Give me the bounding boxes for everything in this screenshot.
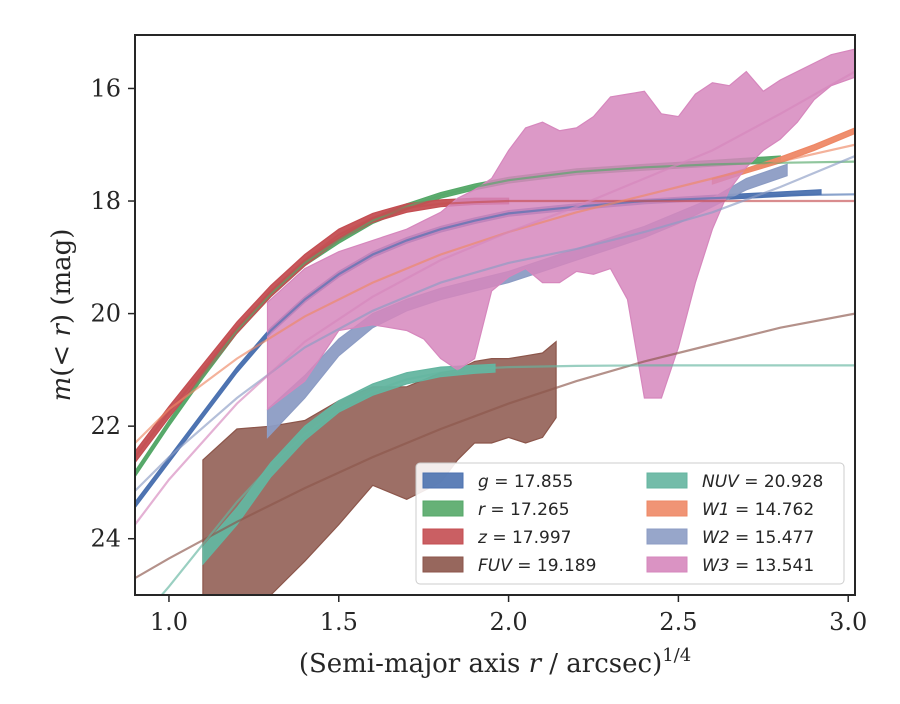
x-tick-label: 2.0	[489, 608, 527, 636]
x-axis: 1.0 1.5 2.0 2.5 3.0	[150, 595, 867, 636]
legend-swatch-g	[422, 472, 464, 489]
y-axis-label-r: r	[47, 323, 77, 337]
legend-swatch-z	[422, 528, 464, 545]
x-axis-label-main: (Semi-major axis	[299, 649, 529, 679]
band-w3	[266, 48, 855, 411]
x-tick-label: 1.0	[150, 608, 188, 636]
legend-label-z: z = 17.997	[477, 528, 571, 548]
legend-swatch-r	[422, 500, 464, 517]
y-tick-label: 16	[90, 74, 121, 102]
x-axis-label-var: r	[529, 649, 543, 679]
legend-label-r: r = 17.265	[478, 500, 570, 520]
fit-line-w2	[135, 154, 855, 492]
legend-label-nuv: NUV = 20.928	[702, 472, 823, 492]
legend-label-w2: W2 = 15.477	[702, 528, 814, 548]
x-tick-label: 1.5	[320, 608, 358, 636]
y-axis: 16 18 20 22 24	[90, 74, 135, 553]
legend-swatch-w3	[646, 556, 688, 573]
y-tick-label: 22	[90, 412, 121, 440]
x-axis-label-rest: / arcsec)	[541, 649, 662, 679]
legend-swatch-w2	[646, 528, 688, 545]
x-tick-label: 2.5	[659, 608, 697, 636]
legend-box	[415, 462, 845, 585]
x-axis-label: (Semi-major axis r / arcsec)1/4	[299, 645, 691, 679]
fit-line-z	[135, 199, 855, 458]
legend: g = 17.855 r = 17.265 z = 17.997 FUV = 19.1…	[415, 462, 845, 585]
fit-line-nuv	[160, 364, 855, 595]
legend-swatch-fuv	[422, 556, 464, 573]
y-tick-label: 20	[90, 300, 121, 328]
y-axis-label-mid: (<	[47, 337, 77, 377]
plot-frame	[134, 34, 856, 596]
legend-label-g: g = 17.855	[478, 472, 573, 492]
legend-swatch-w1	[646, 500, 688, 517]
y-axis-label-end: ) (mag)	[47, 229, 77, 325]
fit-line-fuv	[135, 312, 855, 580]
x-axis-label-exponent: 1/4	[662, 645, 691, 666]
legend-label-w1: W1 = 14.762	[702, 500, 814, 520]
series-layer	[135, 48, 855, 595]
y-axis-label: m(< r) (mag)	[47, 229, 77, 402]
fit-line-w3	[135, 70, 855, 526]
y-tick-label: 18	[90, 187, 121, 215]
y-axis-label-m: m	[47, 377, 77, 402]
legend-swatch-nuv	[646, 472, 688, 489]
legend-label-w3: W3 = 13.541	[702, 556, 814, 576]
fit-line-w1	[135, 143, 855, 444]
legend-label-fuv: FUV = 19.189	[478, 556, 596, 576]
legend-items: g = 17.855 r = 17.265 z = 17.997 FUV = 19.1…	[422, 472, 823, 576]
x-tick-label: 3.0	[829, 608, 867, 636]
y-tick-label: 24	[90, 525, 121, 553]
